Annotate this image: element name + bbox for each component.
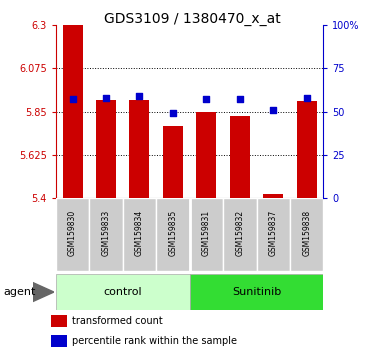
Bar — [56, 274, 189, 310]
Bar — [56, 198, 89, 271]
Text: GSM159838: GSM159838 — [302, 210, 311, 256]
Point — [270, 107, 276, 113]
Bar — [96, 100, 116, 198]
Bar — [129, 100, 149, 198]
Bar — [196, 113, 216, 198]
Point — [136, 93, 142, 99]
Text: GDS3109 / 1380470_x_at: GDS3109 / 1380470_x_at — [104, 12, 281, 27]
Bar — [51, 315, 67, 327]
Point — [69, 97, 75, 102]
Bar — [163, 126, 183, 198]
Bar — [89, 198, 123, 271]
Point — [103, 95, 109, 101]
Text: GSM159833: GSM159833 — [102, 210, 110, 256]
Point — [237, 97, 243, 102]
Bar — [156, 198, 189, 271]
Text: Sunitinib: Sunitinib — [232, 287, 281, 297]
Text: GSM159831: GSM159831 — [202, 210, 211, 256]
Point — [203, 97, 209, 102]
Bar — [189, 274, 323, 310]
Point — [170, 110, 176, 116]
Bar — [62, 25, 82, 198]
Bar — [296, 101, 317, 198]
Text: GSM159835: GSM159835 — [168, 210, 177, 256]
Bar — [123, 198, 156, 271]
Bar — [263, 194, 283, 198]
Text: GSM159832: GSM159832 — [235, 210, 244, 256]
Text: GSM159834: GSM159834 — [135, 210, 144, 256]
Text: GSM159837: GSM159837 — [269, 210, 278, 256]
Text: transformed count: transformed count — [72, 316, 163, 326]
Bar — [290, 198, 323, 271]
Text: percentile rank within the sample: percentile rank within the sample — [72, 336, 237, 346]
Bar — [230, 116, 250, 198]
Bar — [223, 198, 256, 271]
Point — [304, 95, 310, 101]
Bar — [189, 198, 223, 271]
Bar — [256, 198, 290, 271]
Text: GSM159830: GSM159830 — [68, 210, 77, 256]
Bar — [51, 335, 67, 347]
Text: agent: agent — [4, 287, 36, 297]
Polygon shape — [33, 282, 54, 302]
Text: control: control — [104, 287, 142, 297]
